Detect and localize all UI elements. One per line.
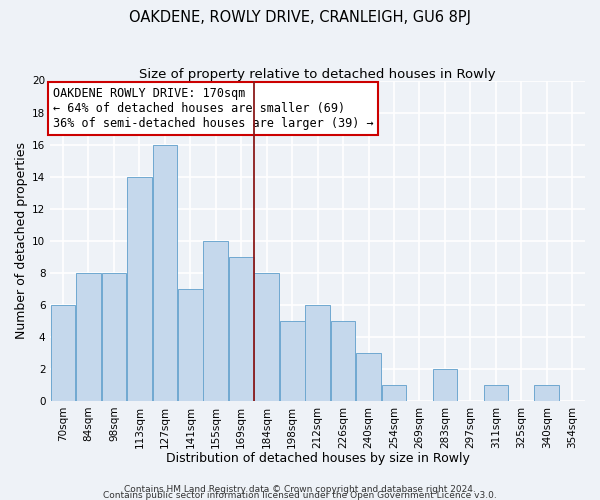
Title: Size of property relative to detached houses in Rowly: Size of property relative to detached ho… xyxy=(139,68,496,80)
Bar xyxy=(152,144,177,401)
Bar xyxy=(280,321,305,401)
X-axis label: Distribution of detached houses by size in Rowly: Distribution of detached houses by size … xyxy=(166,452,470,465)
Bar xyxy=(484,385,508,401)
Bar xyxy=(203,240,228,401)
Bar xyxy=(76,272,101,401)
Bar xyxy=(101,272,126,401)
Bar xyxy=(433,369,457,401)
Bar xyxy=(50,304,76,401)
Bar xyxy=(254,272,279,401)
Text: Contains public sector information licensed under the Open Government Licence v3: Contains public sector information licen… xyxy=(103,490,497,500)
Bar xyxy=(331,321,355,401)
Bar xyxy=(535,385,559,401)
Y-axis label: Number of detached properties: Number of detached properties xyxy=(15,142,28,339)
Bar xyxy=(178,288,203,401)
Bar xyxy=(305,304,330,401)
Bar xyxy=(382,385,406,401)
Text: OAKDENE ROWLY DRIVE: 170sqm
← 64% of detached houses are smaller (69)
36% of sem: OAKDENE ROWLY DRIVE: 170sqm ← 64% of det… xyxy=(53,87,374,130)
Text: Contains HM Land Registry data © Crown copyright and database right 2024.: Contains HM Land Registry data © Crown c… xyxy=(124,484,476,494)
Bar xyxy=(229,256,254,401)
Text: OAKDENE, ROWLY DRIVE, CRANLEIGH, GU6 8PJ: OAKDENE, ROWLY DRIVE, CRANLEIGH, GU6 8PJ xyxy=(129,10,471,25)
Bar xyxy=(356,353,381,401)
Bar xyxy=(127,176,152,401)
